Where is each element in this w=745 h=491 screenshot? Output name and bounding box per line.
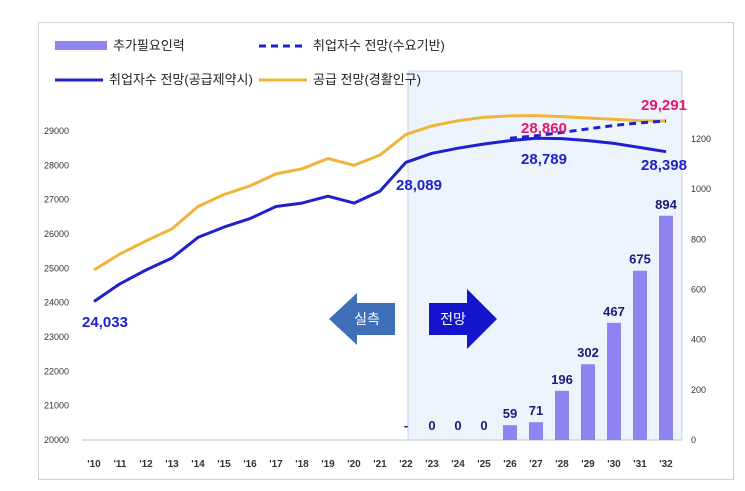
- x-axis-tick-label: '11: [114, 459, 127, 470]
- label-demand-2027: 28,860: [521, 120, 567, 137]
- left-axis-tick-label: 22000: [44, 366, 69, 376]
- label-supply-2032: 28,398: [641, 157, 687, 174]
- bar-value-label: 196: [551, 372, 573, 387]
- bar-value-label: 675: [629, 252, 651, 267]
- x-axis-ticks: '10 '11 '12 '13 '14 '15 '16 '17 '18 '19 '20 '21 '22 '…: [87, 459, 673, 470]
- x-axis-tick-label: '26: [503, 459, 517, 470]
- x-axis-tick-label: '16: [243, 459, 257, 470]
- left-axis-tick-label: 27000: [44, 195, 69, 205]
- left-arrow-icon: [329, 293, 395, 345]
- x-axis-tick-label: '31: [633, 459, 647, 470]
- future-arrow: 전망: [429, 289, 497, 349]
- bar-value-label: 59: [503, 406, 517, 421]
- x-axis-tick-label: '20: [347, 459, 361, 470]
- x-axis-tick-label: '27: [529, 459, 543, 470]
- bar-value-label: 894: [655, 197, 677, 212]
- right-axis-ticks: 0 200 400 600 800 1000 1200: [691, 134, 711, 445]
- right-axis-tick-label: 200: [691, 385, 706, 395]
- bar: [633, 270, 647, 440]
- legend-swatch-bar: [55, 41, 107, 50]
- supply-line: [93, 114, 667, 272]
- x-axis-tick-label: '15: [217, 459, 231, 470]
- chart-svg: 추가필요인력 취업자수 전망(수요기반) 취업자수 전망(공급제약시) 공급 전…: [44, 38, 711, 470]
- past-arrow: 실측: [329, 293, 395, 345]
- bar-value-label: 0: [454, 418, 461, 433]
- bar-value-label: 0: [428, 418, 435, 433]
- x-axis-tick-label: '23: [425, 459, 439, 470]
- bar: [607, 322, 621, 440]
- right-arrow-icon: [429, 289, 497, 349]
- chart-frame: 추가필요인력 취업자수 전망(수요기반) 취업자수 전망(공급제약시) 공급 전…: [38, 22, 734, 480]
- label-supply-2027: 28,789: [521, 151, 567, 168]
- x-axis-tick-label: '25: [477, 459, 491, 470]
- left-axis-tick-label: 26000: [44, 229, 69, 239]
- bar-value-label: 467: [603, 304, 625, 319]
- employment-supply-constrained-line: [93, 136, 667, 303]
- x-axis-tick-label: '21: [373, 459, 387, 470]
- bar: [555, 390, 569, 440]
- bar-series: [503, 215, 673, 440]
- bar: [659, 215, 673, 440]
- x-axis-tick-label: '18: [295, 459, 309, 470]
- bar-value-labels: - 0 0 0 59 71 196 302 467 675 894: [404, 197, 678, 433]
- left-axis-tick-label: 20000: [44, 435, 69, 445]
- bar-value-label: 302: [577, 345, 599, 360]
- left-axis-tick-label: 28000: [44, 160, 69, 170]
- label-2022: 28,089: [396, 177, 442, 194]
- bar-value-label: 0: [480, 418, 487, 433]
- x-axis-tick-label: '24: [451, 459, 465, 470]
- bar: [503, 425, 517, 440]
- x-axis-tick-label: '32: [659, 459, 673, 470]
- past-arrow-label: 실측: [354, 311, 380, 327]
- employment-demand-line: [509, 119, 667, 140]
- right-axis-tick-label: 1200: [691, 134, 711, 144]
- x-axis-tick-label: '14: [191, 459, 205, 470]
- right-axis-tick-label: 400: [691, 335, 706, 345]
- legend-label-bar: 추가필요인력: [113, 38, 185, 53]
- x-axis-tick-label: '17: [269, 459, 283, 470]
- bar-value-label: 71: [529, 403, 543, 418]
- x-axis-tick-label: '28: [555, 459, 569, 470]
- left-axis-ticks: 20000 21000 22000 23000 24000 25000 26000 27000…: [44, 126, 69, 445]
- left-axis-tick-label: 24000: [44, 298, 69, 308]
- right-axis-tick-label: 0: [691, 435, 696, 445]
- left-axis-tick-label: 23000: [44, 332, 69, 342]
- legend-label-supply-constrained: 취업자수 전망(공급제약시): [109, 72, 253, 87]
- x-axis-tick-label: '29: [581, 459, 595, 470]
- x-axis-tick-label: '10: [87, 459, 101, 470]
- left-axis-tick-label: 21000: [44, 401, 69, 411]
- line-series: [93, 114, 667, 303]
- right-axis-tick-label: 800: [691, 234, 706, 244]
- x-axis-tick-label: '30: [607, 459, 621, 470]
- label-demand-2032: 29,291: [641, 97, 687, 114]
- bar: [529, 422, 543, 440]
- left-axis-tick-label: 25000: [44, 263, 69, 273]
- x-axis-tick-label: '13: [165, 459, 179, 470]
- right-axis-tick-label: 1000: [691, 184, 711, 194]
- x-axis-tick-label: '19: [321, 459, 335, 470]
- legend: 추가필요인력 취업자수 전망(수요기반) 취업자수 전망(공급제약시) 공급 전…: [55, 38, 445, 87]
- right-axis-tick-label: 600: [691, 285, 706, 295]
- bar: [581, 364, 595, 440]
- x-axis-tick-label: '12: [139, 459, 153, 470]
- left-axis-tick-label: 29000: [44, 126, 69, 136]
- x-axis-tick-label: '22: [399, 459, 413, 470]
- future-arrow-label: 전망: [440, 311, 466, 327]
- label-start: 24,033: [82, 314, 128, 331]
- legend-label-supply: 공급 전망(경활인구): [313, 72, 421, 87]
- legend-label-demand: 취업자수 전망(수요기반): [313, 38, 445, 53]
- bar-value-label: -: [404, 418, 408, 433]
